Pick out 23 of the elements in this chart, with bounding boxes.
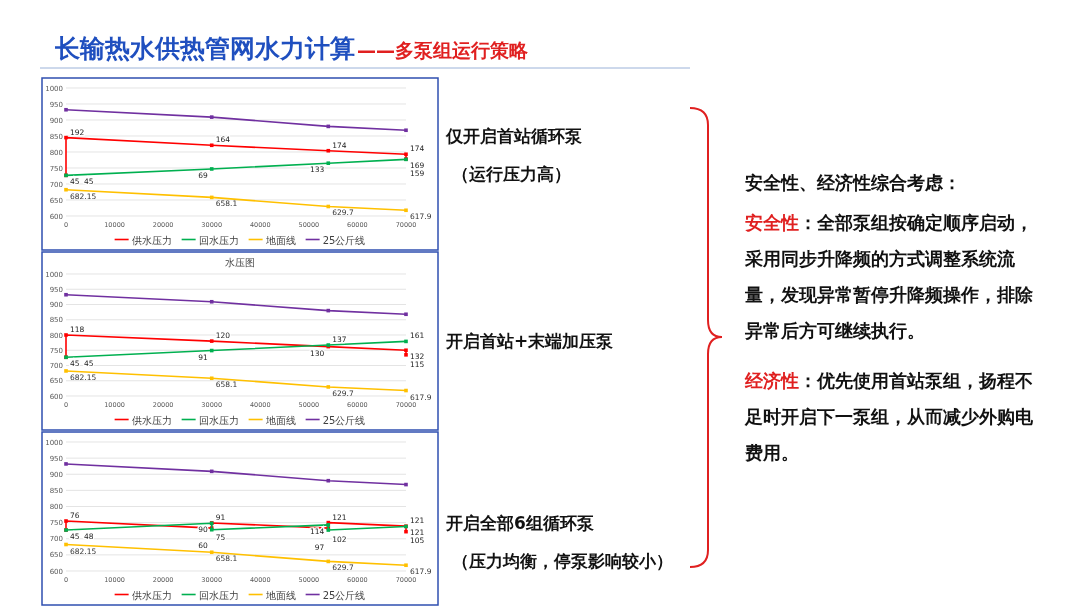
legend-label: 回水压力 [198,235,239,246]
text: 安全性、经济性综合考虑： [745,171,962,195]
text: （运行压力高） [452,164,571,184]
text: 仅开启首站循环泵 [445,126,583,146]
text: ——多泵组运行策略 [357,39,529,61]
text: 开启全部6组循环泵 [445,512,595,533]
text: 安全性：全部泵组按确定顺序启动，采用同步升降频的方式调整系统流量，发现异常暂停升降频操作，排除异常后方可继续执行。 [745,211,1034,343]
chart-title: 水压图 [225,257,255,268]
text: （压力均衡，停泵影响较小） [452,550,673,571]
legend-label: 回水压力 [198,590,239,601]
legend-label: 地面线 [264,415,296,426]
text: 开启首站+末端加压泵 [445,331,615,351]
legend-label: 供水压力 [131,590,172,601]
legend-label: 供水压力 [131,415,172,426]
legend-label: 回水压力 [198,415,239,426]
legend-label: 供水压力 [131,235,172,246]
legend-label: 地面线 [264,235,296,246]
legend-label: 25公斤线 [322,235,366,246]
text: 经济性：优先使用首站泵组，扬程不足时开启下一泵组，从而减少外购电费用。 [745,369,1034,465]
legend-label: 地面线 [264,590,296,601]
text: 长输热水供热管网水力计算 [54,34,355,63]
legend-label: 25公斤线 [322,415,366,426]
legend-label: 25公斤线 [322,590,366,601]
